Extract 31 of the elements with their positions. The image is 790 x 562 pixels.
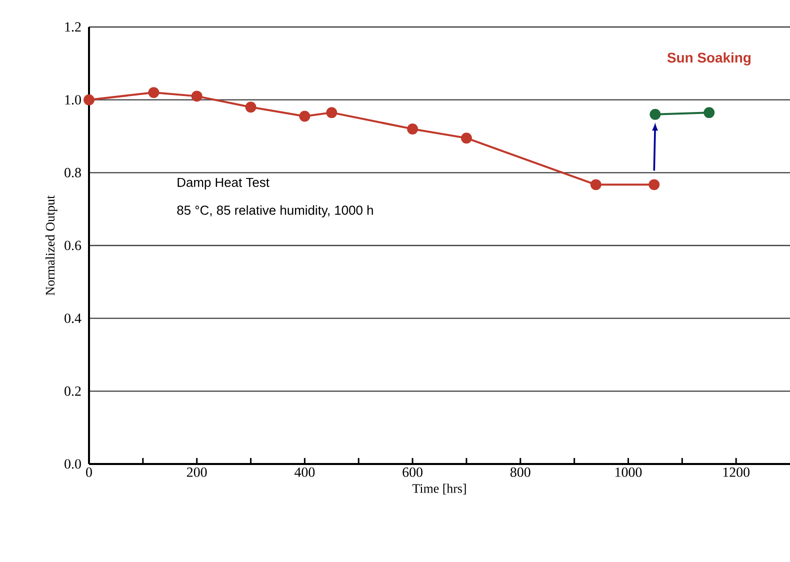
- annotation: 85 °C, 85 relative humidity, 1000 h: [177, 205, 373, 218]
- point: [84, 94, 94, 106]
- point: [704, 107, 715, 118]
- annotation: Sun Soaking: [667, 52, 751, 66]
- point: [245, 102, 256, 113]
- point: [460, 132, 472, 144]
- point: [650, 108, 661, 120]
- point: [148, 87, 160, 98]
- y-tick-label: 1.0: [65, 95, 81, 105]
- x-tick-label: 0: [86, 468, 92, 477]
- y-tick-label: 1.2: [65, 22, 81, 32]
- x-tick-label: 200: [186, 468, 207, 477]
- y-tick-label: 0.8: [64, 168, 81, 178]
- point: [407, 123, 418, 134]
- y-axis-title: Normalized Output: [45, 195, 58, 296]
- x-tick-label: 600: [402, 468, 422, 477]
- y-tick-label: 0.0: [64, 459, 81, 469]
- y-tick-label: 0.4: [64, 314, 82, 324]
- x-axis-title: Time [hrs]: [412, 484, 466, 494]
- point: [648, 179, 660, 190]
- x-tick-label: 800: [510, 468, 530, 477]
- x-tick-label: 1200: [723, 468, 750, 477]
- point: [590, 179, 602, 190]
- x-tick-label: 400: [294, 468, 315, 477]
- y-tick-label: 0.6: [64, 240, 82, 250]
- point: [299, 110, 310, 122]
- x-tick-label: 1000: [616, 468, 642, 477]
- y-tick-label: 0.2: [64, 386, 81, 396]
- annotation: Damp Heat Test: [178, 178, 270, 190]
- point: [191, 90, 202, 102]
- point: [326, 107, 338, 118]
